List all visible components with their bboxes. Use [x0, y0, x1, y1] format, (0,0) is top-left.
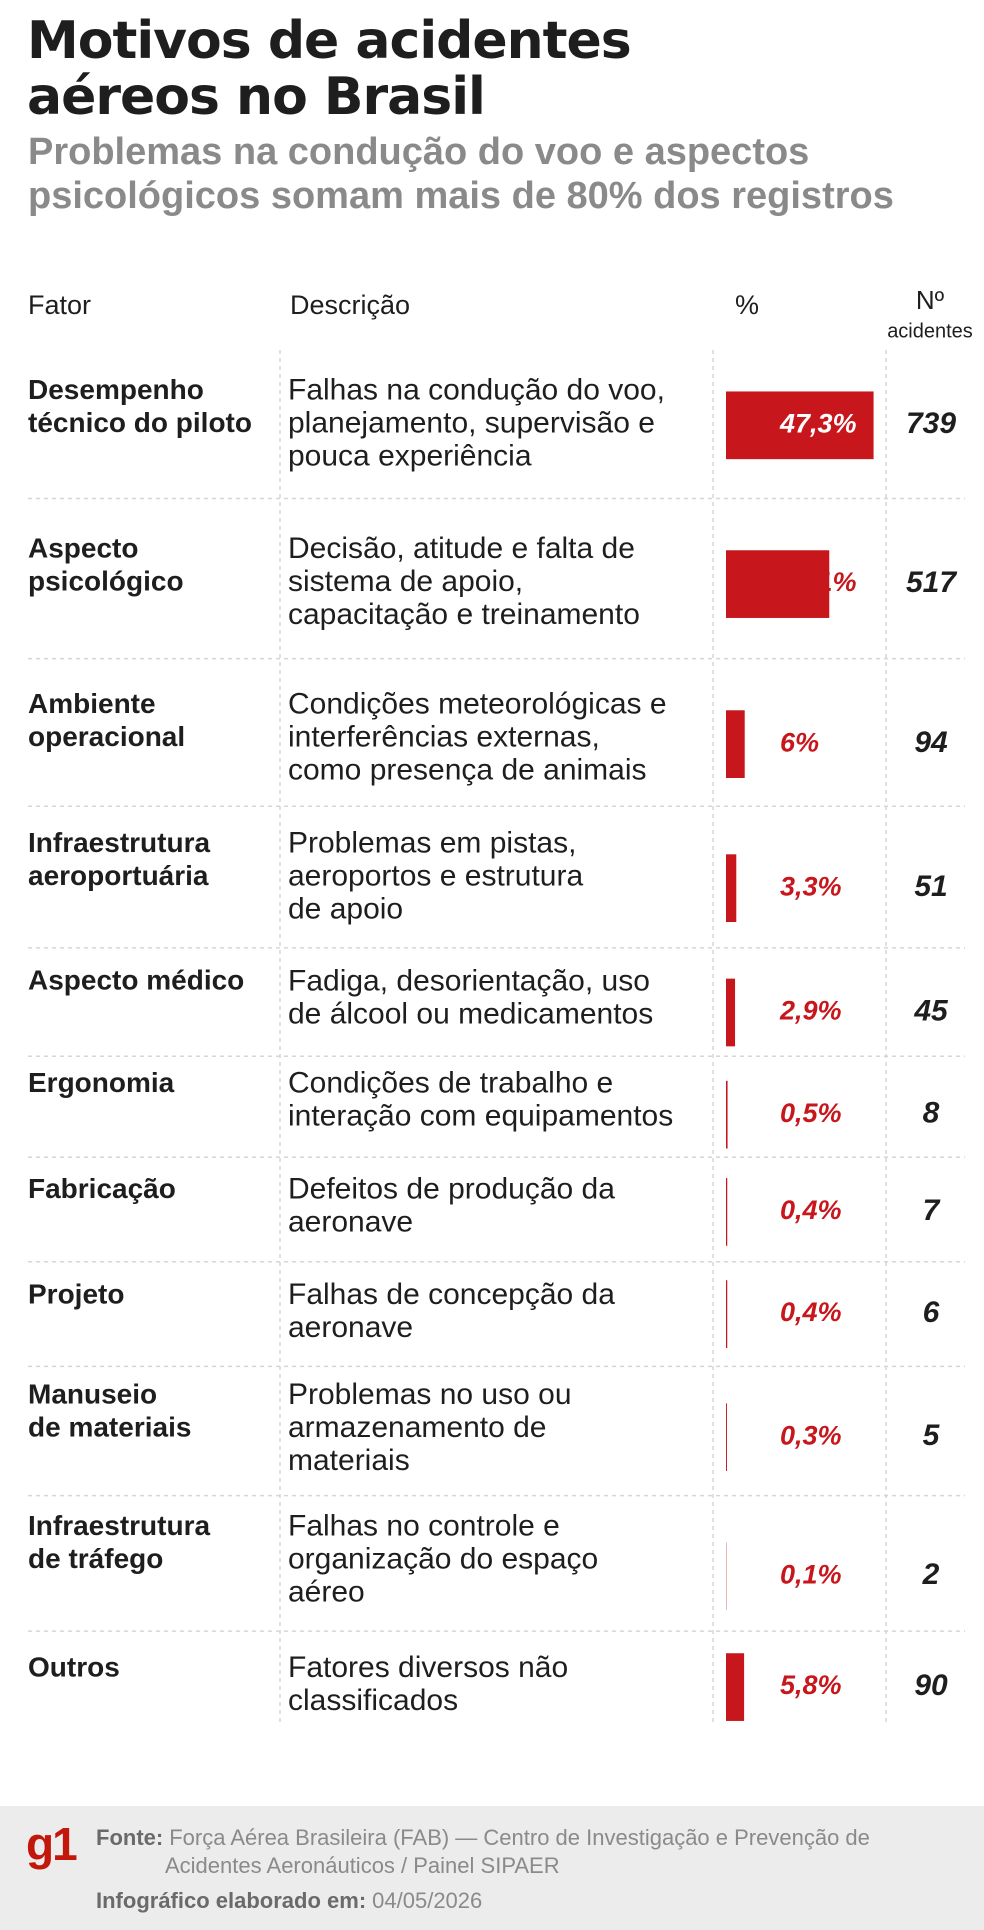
description: organização do espaço [288, 1543, 598, 1576]
value-label: 3,3% [780, 871, 842, 901]
description: como presença de animais [288, 753, 647, 786]
factor-label: psicológico [28, 566, 184, 597]
count-label: 7 [923, 1194, 941, 1227]
value-label: 0,3% [780, 1420, 842, 1450]
description: Fatores diversos não [288, 1651, 568, 1684]
logo: g1 [26, 1818, 77, 1870]
count-label: 8 [923, 1097, 940, 1130]
factor-label: Desempenho [28, 374, 204, 405]
factor-label: operacional [28, 721, 185, 752]
count-label: 94 [914, 726, 948, 759]
count-label: 51 [914, 870, 947, 903]
description: armazenamento de [288, 1411, 547, 1444]
description: de apoio [288, 892, 403, 925]
description: capacitação e treinamento [288, 598, 640, 631]
bar [726, 391, 874, 460]
description: sistema de apoio, [288, 565, 523, 598]
column-header: % [735, 290, 759, 320]
chart-subtitle: Problemas na condução do voo e aspectos [28, 131, 809, 173]
bar [726, 1280, 728, 1348]
column-header: Nº [916, 285, 945, 315]
date-text: 04/05/2026 [372, 1888, 482, 1913]
description: interação com equipamentos [288, 1099, 673, 1132]
description: Fadiga, desorientação, uso [288, 964, 650, 997]
description: aeronave [288, 1205, 413, 1238]
description: Problemas em pistas, [288, 826, 576, 859]
factor-label: técnico do piloto [28, 407, 252, 438]
description: pouca experiência [288, 439, 532, 472]
footer-band [0, 1806, 984, 1930]
factor-label: aeroportuária [28, 860, 209, 891]
value-label: 0,4% [780, 1297, 842, 1327]
value-label: 0,1% [780, 1559, 842, 1589]
value-label: 6% [780, 727, 819, 757]
value-label: 47,3% [779, 408, 857, 438]
column-header: Descrição [290, 290, 410, 320]
bar [726, 1403, 727, 1472]
factor-label: Manuseio [28, 1378, 157, 1409]
source-text: Força Aérea Brasileira (FAB) — Centro de… [169, 1825, 870, 1850]
count-label: 2 [922, 1558, 940, 1591]
bar [726, 710, 745, 778]
description: aeroportos e estrutura [288, 859, 583, 892]
date-label: Infográfico elaborado em: [96, 1888, 366, 1913]
bar [726, 1178, 728, 1246]
description: classificados [288, 1684, 458, 1717]
source-label: Fonte: [96, 1825, 163, 1850]
description: aeronave [288, 1311, 413, 1344]
count-label: 45 [913, 994, 949, 1027]
count-label: 5 [923, 1419, 941, 1452]
description: de álcool ou medicamentos [288, 997, 653, 1030]
count-label: 90 [914, 1669, 948, 1702]
value-label: 0,4% [780, 1195, 842, 1225]
factor-label: Fabricação [28, 1173, 176, 1204]
factor-label: Outros [28, 1652, 120, 1683]
factor-label: Ambiente [28, 688, 156, 719]
factor-label: de tráfego [28, 1543, 163, 1574]
bar [726, 978, 736, 1047]
description: Condições de trabalho e [288, 1066, 613, 1099]
source: Fonte: Força Aérea Brasileira (FAB) — Cen… [96, 1825, 870, 1850]
chart-title: aéreos no Brasil [27, 67, 485, 127]
bar [726, 550, 830, 618]
description: planejamento, supervisão e [288, 406, 655, 439]
count-label: 517 [906, 566, 957, 599]
description: Falhas de concepção da [288, 1278, 615, 1311]
bar [726, 1653, 745, 1721]
description: aéreo [288, 1576, 365, 1609]
description: Falhas na condução do voo, [288, 373, 665, 406]
source: Acidentes Aeronáuticos / Painel SIPAER [165, 1853, 560, 1878]
description: interferências externas, [288, 720, 600, 753]
value-label: 0,5% [780, 1098, 842, 1128]
column-header: acidentes [887, 320, 973, 342]
bar [726, 854, 737, 923]
factor-label: Projeto [28, 1279, 124, 1310]
chart-title: Motivos de acidentes [27, 11, 631, 71]
count-label: 739 [906, 407, 956, 440]
value-label: 2,9% [779, 996, 842, 1026]
factor-label: de materiais [28, 1411, 191, 1442]
column-header: Fator [28, 290, 91, 320]
factor-label: Aspecto [28, 533, 138, 564]
bar [726, 1080, 728, 1149]
factor-label: Ergonomia [28, 1067, 175, 1098]
description: Defeitos de produção da [288, 1172, 615, 1205]
factor-label: Infraestrutura [28, 827, 210, 858]
value-label: 33,1% [780, 567, 857, 597]
count-label: 6 [923, 1296, 940, 1329]
description: Condições meteorológicas e [288, 687, 667, 720]
date: Infográfico elaborado em: 04/05/2026 [96, 1888, 482, 1913]
description: Decisão, atitude e falta de [288, 532, 635, 565]
description: Falhas no controle e [288, 1510, 560, 1543]
description: materiais [288, 1444, 410, 1477]
factor-label: Aspecto médico [28, 965, 244, 996]
value-label: 5,8% [780, 1670, 842, 1700]
factor-label: Infraestrutura [28, 1510, 210, 1541]
chart-subtitle: psicológicos somam mais de 80% dos regis… [28, 175, 894, 217]
description: Problemas no uso ou [288, 1378, 572, 1411]
